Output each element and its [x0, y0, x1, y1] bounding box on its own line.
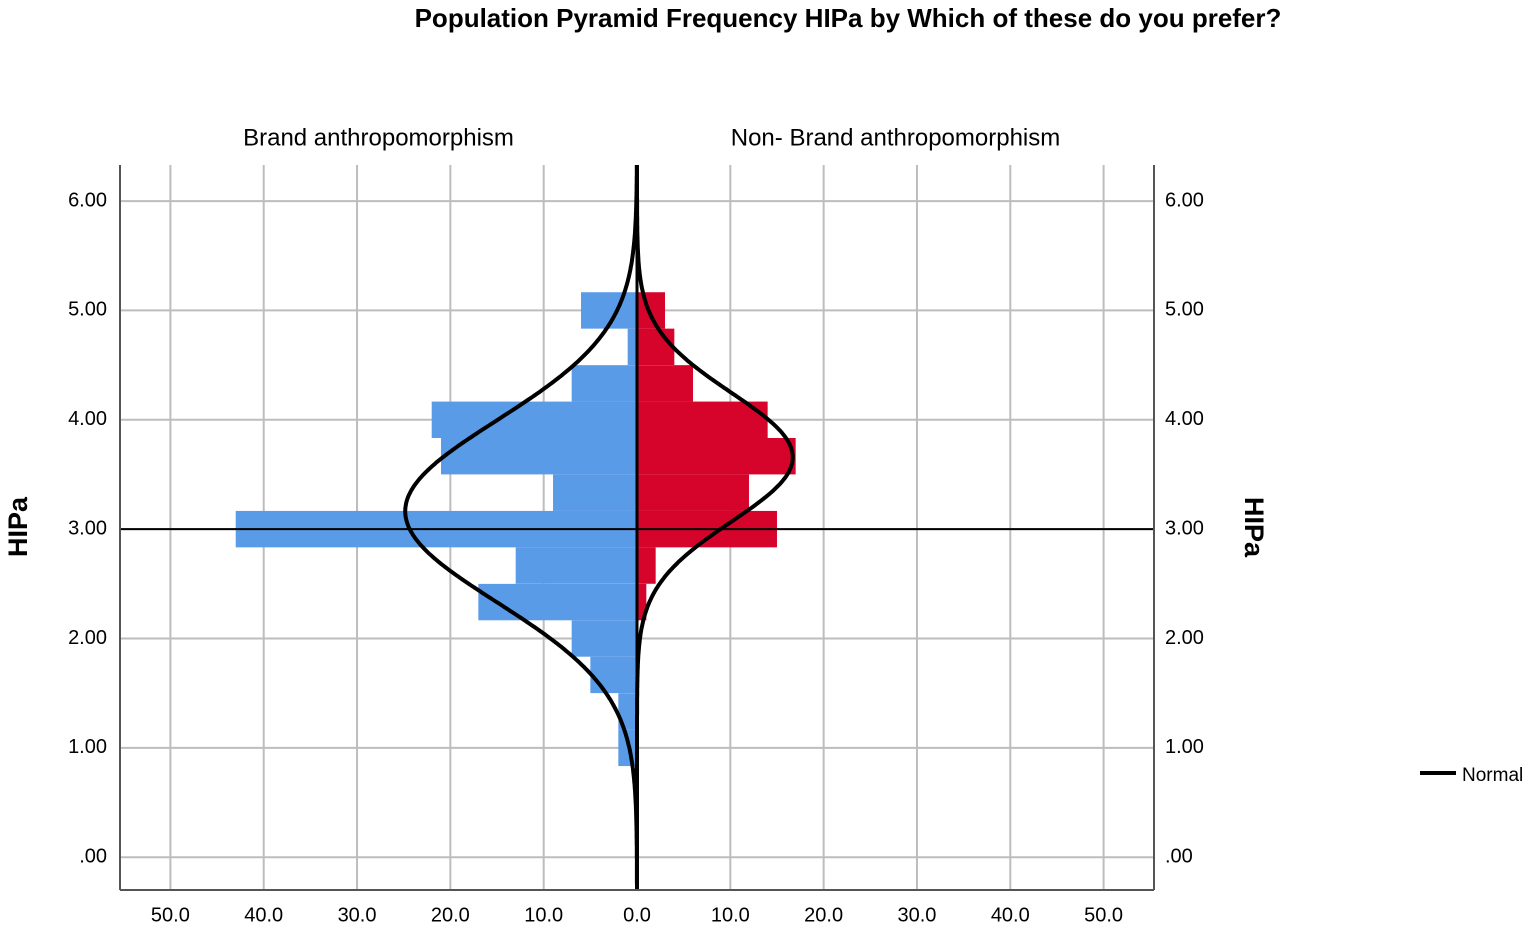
bar: [571, 620, 637, 657]
y-tick-label: 3.00: [68, 517, 107, 539]
x-tick-label: 50.0: [1084, 904, 1123, 926]
bar: [637, 365, 693, 402]
y-tick-label: 2.00: [68, 627, 107, 649]
y-tick-label: 1.00: [68, 736, 107, 758]
bar: [627, 328, 637, 366]
y-axis-title-right: HIPa: [1239, 497, 1269, 558]
y-tick-label: 2.00: [1165, 627, 1204, 649]
bar: [637, 437, 796, 475]
bar: [478, 583, 637, 621]
x-tick-label: 0.0: [623, 904, 651, 926]
chart-title: Population Pyramid Frequency HIPa by Whi…: [415, 3, 1282, 33]
side-label: Non- Brand anthropomorphism: [731, 124, 1061, 151]
bar: [431, 401, 637, 438]
y-tick-label: 3.00: [1165, 517, 1204, 539]
x-tick-label: 20.0: [431, 904, 470, 926]
y-tick-label: .00: [1165, 845, 1193, 867]
y-tick-label: 6.00: [1165, 189, 1204, 211]
x-tick-label: 50.0: [151, 904, 190, 926]
y-tick-label: .00: [79, 845, 107, 867]
y-tick-label: 4.00: [1165, 408, 1204, 430]
bar: [515, 547, 637, 584]
x-tick-label: 10.0: [711, 904, 750, 926]
x-tick-label: 40.0: [991, 904, 1030, 926]
bar: [571, 365, 637, 402]
side-label: Brand anthropomorphism: [243, 124, 514, 151]
x-tick-label: 30.0: [897, 904, 936, 926]
x-tick-label: 10.0: [524, 904, 563, 926]
y-tick-label: 6.00: [68, 189, 107, 211]
bar: [637, 583, 647, 621]
bar: [553, 474, 637, 511]
legend-label: Normal: [1462, 765, 1523, 786]
bar: [637, 328, 675, 366]
bar: [637, 401, 768, 438]
y-axis-title-left: HIPa: [3, 496, 33, 557]
x-tick-label: 40.0: [244, 904, 283, 926]
bar: [637, 474, 749, 511]
y-tick-label: 4.00: [68, 408, 107, 430]
y-tick-label: 5.00: [1165, 299, 1204, 321]
bar: [637, 547, 656, 584]
x-tick-label: 20.0: [804, 904, 843, 926]
x-tick-label: 30.0: [338, 904, 377, 926]
bar: [590, 656, 637, 694]
y-tick-label: 5.00: [68, 299, 107, 321]
bar: [637, 292, 665, 329]
normal-curve: [403, 165, 639, 890]
bar: [441, 437, 637, 475]
y-tick-label: 1.00: [1165, 736, 1204, 758]
